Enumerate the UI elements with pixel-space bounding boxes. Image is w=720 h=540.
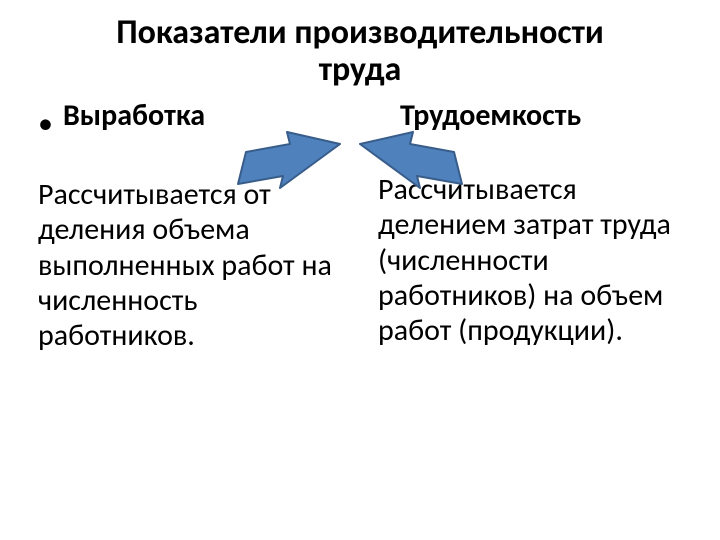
title-line-2: труда bbox=[319, 49, 402, 90]
left-description: Рассчитывается от деления объема выполне… bbox=[38, 177, 350, 354]
right-column: Трудоемкость Рассчитывается делением зат… bbox=[360, 97, 692, 354]
right-description: Рассчитывается делением затрат труда (чи… bbox=[370, 172, 682, 349]
bullet-icon: • bbox=[38, 97, 53, 139]
left-heading: Выработка bbox=[63, 97, 205, 134]
left-column: • Выработка Рассчитывается от деления об… bbox=[28, 97, 360, 354]
content-columns: • Выработка Рассчитывается от деления об… bbox=[0, 97, 720, 354]
right-heading: Трудоемкость bbox=[370, 97, 682, 134]
left-heading-row: • Выработка bbox=[38, 97, 350, 139]
slide-title: Показатели производительности труда bbox=[0, 0, 720, 89]
title-line-1: Показатели производительности bbox=[116, 12, 604, 53]
